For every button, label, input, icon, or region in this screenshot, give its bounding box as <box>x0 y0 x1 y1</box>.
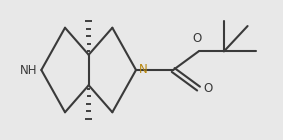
Text: N: N <box>139 63 147 76</box>
Text: O: O <box>192 32 201 46</box>
Text: NH: NH <box>20 64 37 76</box>
Text: O: O <box>204 82 213 95</box>
